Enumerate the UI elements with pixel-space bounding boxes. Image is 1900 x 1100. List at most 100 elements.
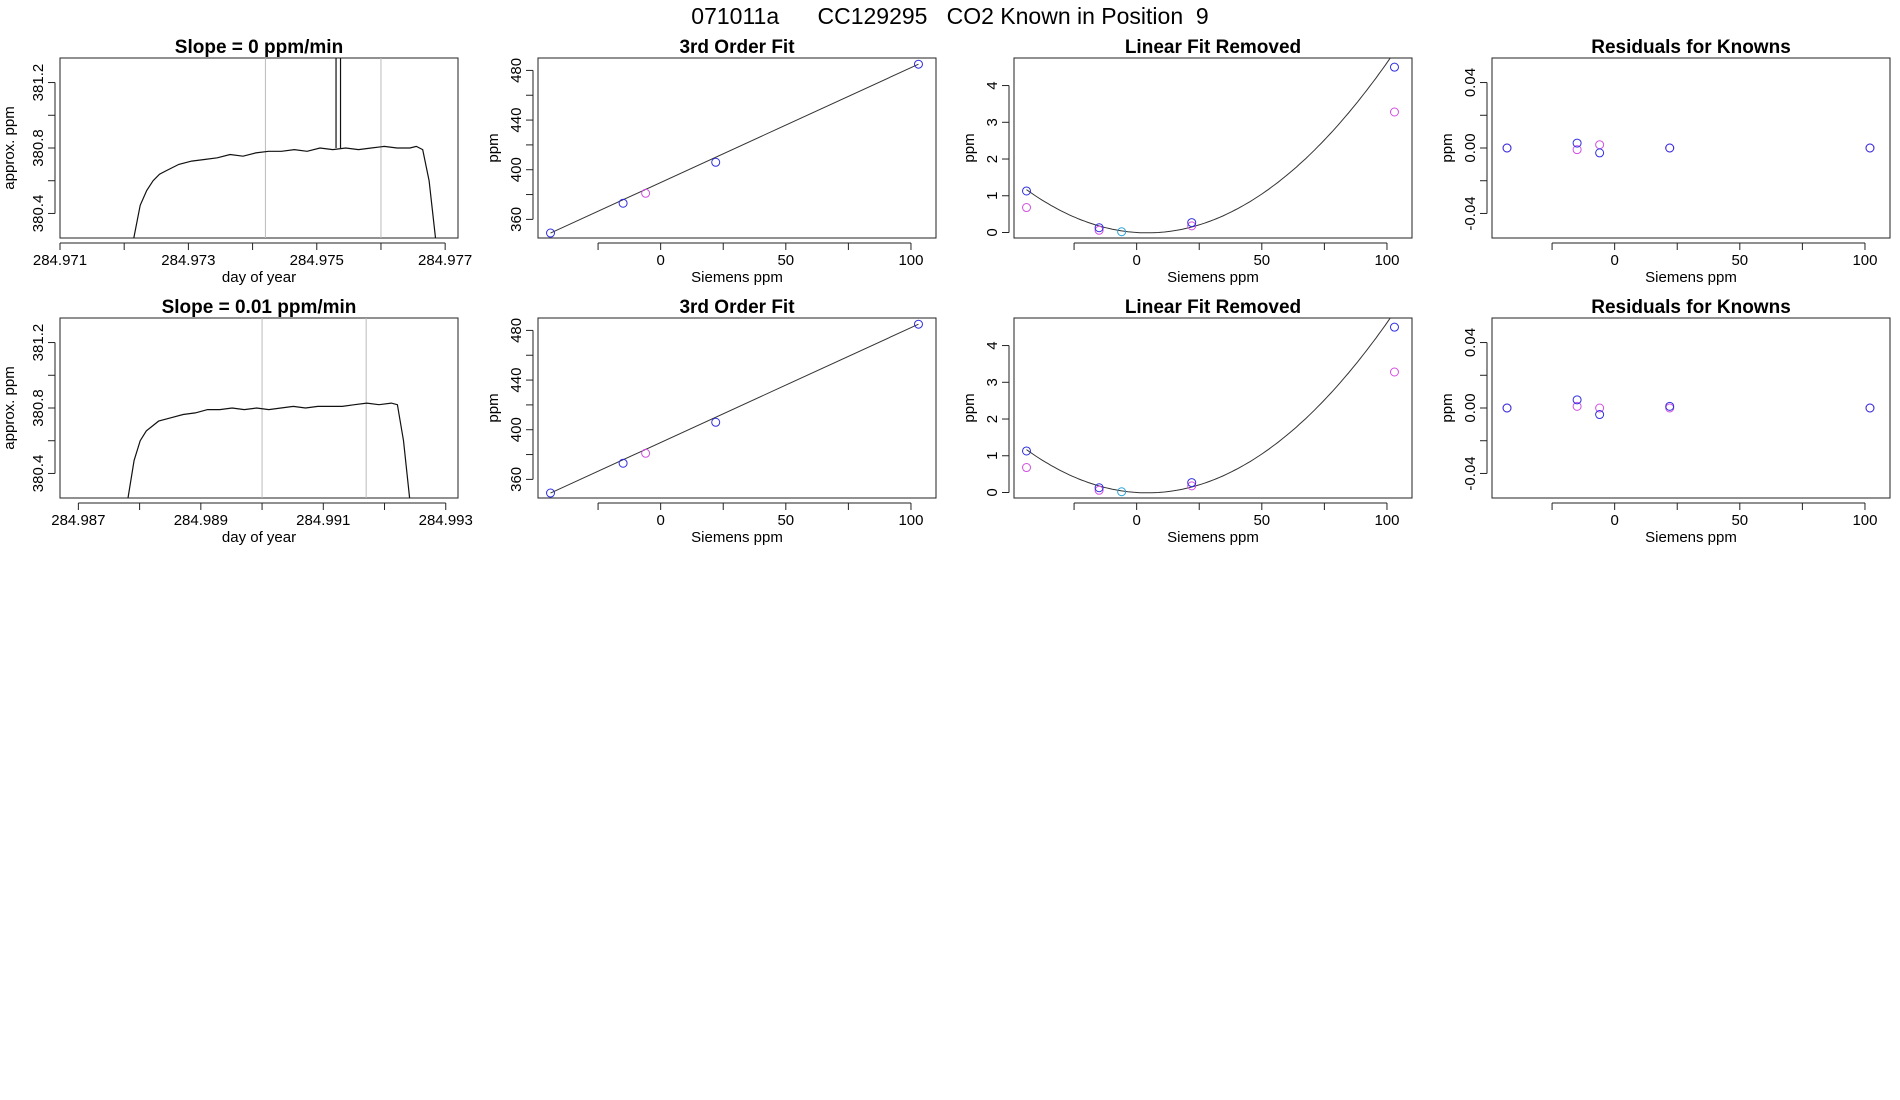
y-tick-label: 380.8 bbox=[30, 129, 47, 167]
panel-title: Linear Fit Removed bbox=[1125, 297, 1301, 318]
x-tick-label: 50 bbox=[1253, 512, 1270, 529]
y-tick-label: 0 bbox=[984, 488, 1001, 496]
plot-area bbox=[546, 319, 923, 498]
chart-panels: Slope = 0 ppm/min 284.971 284.973 284.975 28… bbox=[1, 37, 1891, 546]
panel-row2-col4: Residuals for Knowns 0 50 100 Siemens ppm -0.… bbox=[1439, 297, 1891, 546]
plot-area bbox=[133, 58, 437, 238]
y-tick-label: 480 bbox=[508, 318, 525, 343]
panel-row2-col2: 3rd Order Fit 0 50 100 Siemens ppm 360 400 440 4… bbox=[485, 297, 937, 546]
y-tick-label: 1 bbox=[984, 452, 1001, 460]
data-point-blue bbox=[1572, 395, 1582, 405]
y-tick-label: 380.8 bbox=[30, 389, 47, 427]
data-point-blue bbox=[618, 198, 628, 208]
x-axis-label: Siemens ppm bbox=[691, 529, 783, 546]
y-tick-label: 0.04 bbox=[1462, 68, 1479, 97]
x-tick-label: 100 bbox=[1374, 252, 1399, 269]
panel-row1-col2: 3rd Order Fit 0 50 100 Siemens ppm 360 400 440 4… bbox=[485, 37, 937, 286]
data-point-blue bbox=[546, 228, 556, 238]
x-tick-label: 0 bbox=[1610, 512, 1618, 529]
plot-frame bbox=[59, 317, 459, 499]
plot-area bbox=[1022, 318, 1399, 497]
data-point-blue bbox=[1187, 218, 1197, 228]
x-tick-label: 284.991 bbox=[296, 512, 350, 529]
y-tick-label: 380.4 bbox=[30, 195, 47, 233]
panel-row2-col1: Slope = 0.01 ppm/min 284.987 284.989 284.99… bbox=[1, 297, 473, 546]
data-point-cyan bbox=[1117, 487, 1127, 497]
x-axis-label: Siemens ppm bbox=[691, 269, 783, 286]
x-tick-label: 0 bbox=[656, 252, 664, 269]
data-point-blue bbox=[1502, 403, 1512, 413]
x-tick-label: 284.989 bbox=[174, 512, 228, 529]
series-line bbox=[133, 145, 437, 238]
panel-title: 3rd Order Fit bbox=[679, 297, 795, 318]
x-tick-label: 100 bbox=[1852, 252, 1877, 269]
y-tick-label: 381.2 bbox=[30, 64, 47, 102]
x-tick-label: 50 bbox=[777, 512, 794, 529]
x-tick-label: 50 bbox=[1731, 512, 1748, 529]
y-tick-label: 360 bbox=[508, 207, 525, 232]
x-tick-label: 284.971 bbox=[33, 252, 87, 269]
x-tick-label: 284.977 bbox=[418, 252, 472, 269]
spike-line bbox=[335, 58, 342, 148]
y-tick-label: 480 bbox=[508, 58, 525, 83]
plot-area bbox=[1502, 138, 1875, 158]
data-point-blue bbox=[1502, 143, 1512, 153]
y-tick-label: 400 bbox=[508, 417, 525, 442]
data-point-blue bbox=[618, 458, 628, 468]
plot-frame bbox=[1013, 317, 1413, 499]
y-tick-label: 3 bbox=[984, 378, 1001, 386]
panel-title: Slope = 0.01 ppm/min bbox=[162, 297, 357, 318]
data-point-magenta bbox=[1389, 367, 1399, 377]
fit-line bbox=[550, 323, 919, 494]
data-point-blue bbox=[1094, 223, 1104, 233]
x-axis-label: day of year bbox=[222, 269, 296, 286]
data-point-blue bbox=[1865, 143, 1875, 153]
y-tick-label: 440 bbox=[508, 108, 525, 133]
plot-frame bbox=[59, 57, 459, 239]
panel-title: 3rd Order Fit bbox=[679, 37, 795, 58]
y-axis-label: ppm bbox=[485, 133, 502, 162]
data-point-blue bbox=[546, 488, 556, 498]
x-tick-label: 0 bbox=[1132, 252, 1140, 269]
data-point-blue bbox=[1572, 138, 1582, 148]
plot-area bbox=[546, 59, 923, 238]
x-tick-label: 50 bbox=[1253, 252, 1270, 269]
y-tick-label: 0.00 bbox=[1462, 133, 1479, 162]
x-tick-label: 0 bbox=[656, 512, 664, 529]
y-tick-label: -0.04 bbox=[1462, 456, 1479, 490]
panel-title: Residuals for Knowns bbox=[1591, 297, 1791, 318]
plot-area bbox=[127, 318, 411, 498]
data-point-blue bbox=[1389, 62, 1399, 72]
x-axis-label: Siemens ppm bbox=[1167, 529, 1259, 546]
data-point-magenta bbox=[1389, 107, 1399, 117]
data-point-magenta bbox=[1595, 140, 1605, 150]
data-point-cyan bbox=[1117, 227, 1127, 237]
data-point-blue bbox=[1094, 483, 1104, 493]
y-tick-label: 0.04 bbox=[1462, 328, 1479, 357]
y-axis-label: ppm bbox=[1439, 133, 1456, 162]
x-tick-label: 50 bbox=[1731, 252, 1748, 269]
data-point-magenta bbox=[641, 188, 651, 198]
plot-area bbox=[1022, 58, 1399, 237]
plot-frame bbox=[1491, 317, 1891, 499]
y-tick-label: -0.04 bbox=[1462, 196, 1479, 230]
fit-curve bbox=[1026, 318, 1391, 494]
y-tick-label: 1 bbox=[984, 192, 1001, 200]
y-axis-label: ppm bbox=[961, 133, 978, 162]
data-point-blue bbox=[1665, 143, 1675, 153]
x-tick-label: 0 bbox=[1132, 512, 1140, 529]
x-tick-label: 284.975 bbox=[290, 252, 344, 269]
x-axis-label: day of year bbox=[222, 529, 296, 546]
data-point-magenta bbox=[1022, 463, 1032, 473]
data-point-blue bbox=[711, 157, 721, 167]
data-point-magenta bbox=[1595, 403, 1605, 413]
data-point-blue bbox=[1595, 148, 1605, 158]
data-point-magenta bbox=[1572, 145, 1582, 155]
y-axis-label: approx. ppm bbox=[1, 106, 18, 189]
panel-row1-col3: Linear Fit Removed 0 50 100 Siemens ppm 0 1 2 3 4… bbox=[961, 37, 1413, 286]
data-point-blue bbox=[1595, 410, 1605, 420]
panel-row1-col4: Residuals for Knowns 0 50 100 Siemens ppm -0.… bbox=[1439, 37, 1891, 286]
y-tick-label: 440 bbox=[508, 368, 525, 393]
plot-frame bbox=[537, 57, 937, 239]
x-tick-label: 284.987 bbox=[51, 512, 105, 529]
